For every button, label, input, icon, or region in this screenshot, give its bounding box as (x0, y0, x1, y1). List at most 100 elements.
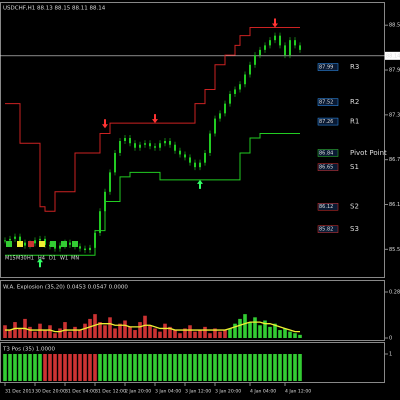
chart-title: USDCHF,H1 88.13 88.15 88.11 88.14 (3, 6, 106, 12)
candle (174, 144, 176, 151)
x-tick-label: 2 Jan 20:00 (125, 389, 151, 395)
timeframe-label: M15 (5, 256, 16, 262)
histogram-bar (138, 322, 142, 338)
histogram-bar (248, 322, 252, 338)
candle (69, 242, 71, 245)
candle (239, 84, 241, 90)
timeframe-label: D1 (49, 256, 56, 262)
candle (199, 162, 201, 168)
histogram-bar (293, 333, 297, 338)
y-tick-label: 87.35 (389, 112, 400, 118)
candle (214, 118, 216, 134)
histogram-bar (273, 323, 277, 338)
histogram-bar (178, 333, 182, 338)
candle (89, 247, 91, 251)
pivot-value: 86.65 (319, 165, 333, 171)
histogram-bar (53, 333, 57, 338)
histogram-bar (248, 354, 252, 381)
x-tick-label: 4 Jan 04:00 (250, 389, 276, 395)
histogram-bar (178, 354, 182, 381)
histogram-bar (183, 328, 187, 338)
candle (14, 236, 16, 239)
candle (39, 238, 41, 241)
histogram-bar (233, 354, 237, 381)
band-line (5, 26, 300, 212)
histogram-bar (28, 354, 32, 381)
timeframe-label: W1 (60, 256, 68, 262)
histogram-bar (273, 354, 277, 381)
histogram-bar (268, 354, 272, 381)
histogram-bar (3, 354, 7, 381)
histogram-bar (58, 354, 62, 381)
histogram-bar (78, 354, 82, 381)
last-price-label: 88.14 (386, 53, 400, 59)
pivot-value: 87.52 (319, 100, 333, 106)
pivot-label: R2 (350, 98, 359, 106)
timeframe-square (50, 241, 56, 247)
histogram-bar (148, 354, 152, 381)
histogram-bar (18, 328, 22, 338)
histogram-bar (183, 354, 187, 381)
pivot-box (317, 98, 339, 106)
histogram-bar (118, 323, 122, 338)
candle (224, 103, 226, 114)
histogram-bar (58, 328, 62, 338)
histogram-bar (123, 354, 127, 381)
candle (274, 35, 276, 41)
histogram-bar (63, 354, 67, 381)
candle (229, 93, 231, 104)
candle (294, 40, 296, 46)
histogram-bar (153, 354, 157, 381)
candle (264, 45, 266, 50)
histogram-bar (298, 354, 302, 381)
timeframe-label: H4 (38, 256, 45, 262)
histogram-bar (78, 330, 82, 338)
histogram-bar (93, 354, 97, 381)
pivot-value: 85.82 (319, 227, 333, 233)
candle (129, 138, 131, 144)
histogram-bar (108, 317, 112, 338)
candle (24, 242, 26, 246)
histogram-bar (128, 326, 132, 338)
histogram-bar (168, 326, 172, 338)
histogram-bar (83, 323, 87, 338)
pivot-label: R1 (350, 118, 359, 126)
histogram-bar (38, 323, 42, 338)
candle (99, 211, 101, 233)
histogram-bar (268, 326, 272, 338)
candle (119, 141, 121, 153)
pivot-label: R3 (350, 63, 359, 71)
indicator-title: T3 Pos (35) 1.0000 (2, 347, 55, 353)
histogram-bar (88, 318, 92, 338)
histogram-bar (203, 326, 207, 338)
histogram-bar (208, 354, 212, 381)
histogram-bar (158, 331, 162, 338)
candle (79, 246, 81, 249)
histogram-bar (113, 328, 117, 338)
candle (259, 49, 261, 56)
candle (179, 150, 181, 155)
candle (284, 45, 286, 56)
histogram-bar (253, 317, 257, 338)
histogram-bar (33, 331, 37, 338)
histogram-bar (223, 354, 227, 381)
histogram-bar (18, 354, 22, 381)
indicator-title: W.A. Explosion (35,20) 0.0453 0.0547 0.0… (3, 285, 128, 291)
histogram-bar (193, 354, 197, 381)
x-tick-label: 3 Jan 12:00 (185, 389, 211, 395)
histogram-bar (218, 331, 222, 338)
histogram-bar (68, 354, 72, 381)
histogram-bar (8, 330, 12, 338)
candle (134, 143, 136, 148)
candle (54, 246, 56, 249)
histogram-bar (288, 331, 292, 338)
candle (4, 240, 6, 242)
candle (59, 245, 61, 249)
timeframe-square (39, 241, 45, 247)
histogram-bar (293, 354, 297, 381)
histogram-bar (278, 354, 282, 381)
timeframe-label: H1 (27, 256, 34, 262)
histogram-bar (138, 354, 142, 381)
candle (234, 89, 236, 94)
